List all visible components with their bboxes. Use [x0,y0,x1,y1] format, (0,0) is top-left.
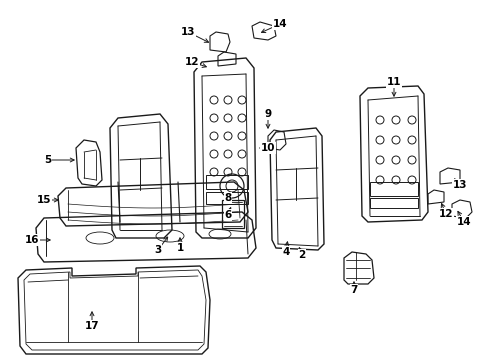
Text: 7: 7 [349,285,357,295]
Text: 4: 4 [282,247,289,257]
Text: 1: 1 [176,243,183,253]
Text: 12: 12 [438,209,452,219]
Bar [205,192,247,204]
Bar [222,200,244,228]
Text: 10: 10 [260,143,275,153]
Text: 2: 2 [298,250,305,260]
Text: 14: 14 [456,217,470,227]
Bar [205,175,247,189]
Text: 6: 6 [224,210,231,220]
Bar [369,198,417,208]
Text: 9: 9 [264,109,271,119]
Text: 11: 11 [386,77,401,87]
Text: 13: 13 [452,180,467,190]
Text: 3: 3 [154,245,162,255]
Text: 13: 13 [181,27,195,37]
Text: 17: 17 [84,321,99,331]
Text: 12: 12 [184,57,199,67]
Text: 15: 15 [37,195,51,205]
Text: 5: 5 [44,155,52,165]
Text: 8: 8 [224,193,231,203]
Text: 16: 16 [25,235,39,245]
Bar [369,182,417,196]
Text: 14: 14 [272,19,287,29]
